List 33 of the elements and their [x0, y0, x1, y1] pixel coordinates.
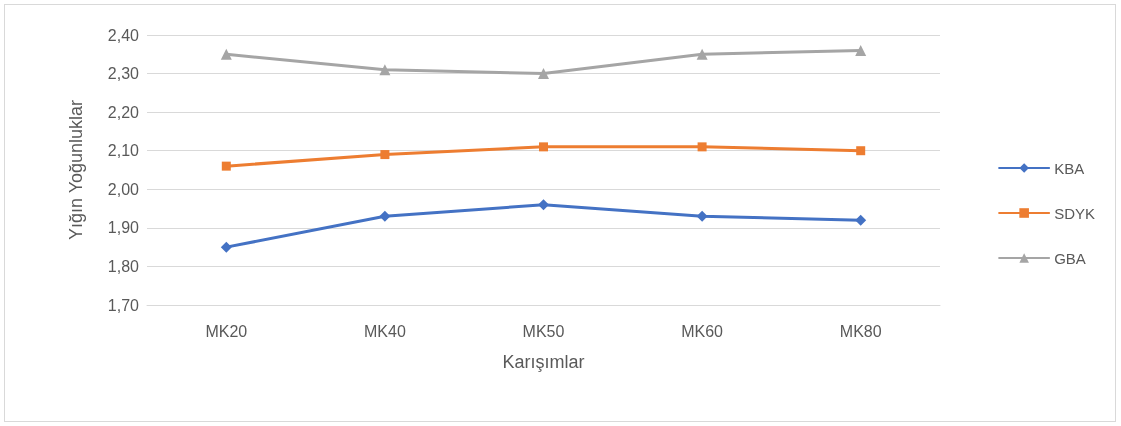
y-tick-label: 1,80: [107, 257, 140, 275]
x-axis-title: Karışımlar: [502, 352, 585, 372]
point: [696, 48, 708, 60]
x-tick-label: MK40: [364, 322, 406, 340]
x-tick-label: MK20: [205, 322, 248, 340]
y-tick-label: 1,70: [107, 296, 140, 314]
legend-label: GBA: [1054, 249, 1086, 267]
legend-label: SDYK: [1054, 204, 1096, 222]
point: [855, 44, 867, 56]
point: [220, 48, 232, 60]
y-tick-label: 2,10: [107, 142, 140, 160]
point: [855, 214, 867, 226]
point: [539, 142, 548, 152]
point: [538, 199, 549, 211]
point: [538, 68, 549, 80]
point: [379, 64, 391, 76]
y-tick-label: 2,40: [107, 26, 140, 44]
point: [221, 161, 231, 171]
y-tick-label: 2,30: [107, 65, 140, 83]
point: [697, 142, 707, 152]
y-tick-label: 2,20: [107, 103, 140, 121]
point: [856, 146, 866, 156]
y-axis-title: Yığın Yoğunluklar: [66, 99, 86, 241]
point: [380, 150, 390, 160]
x-tick-label: MK60: [681, 322, 724, 340]
point: [379, 210, 391, 222]
x-tick-label: MK80: [839, 322, 882, 340]
point: [220, 241, 232, 253]
x-tick-label: MK50: [522, 322, 565, 340]
y-tick-label: 1,90: [107, 219, 140, 237]
point: [696, 210, 708, 222]
y-tick-label: 2,00: [107, 180, 140, 198]
legend-label: KBA: [1054, 159, 1085, 177]
